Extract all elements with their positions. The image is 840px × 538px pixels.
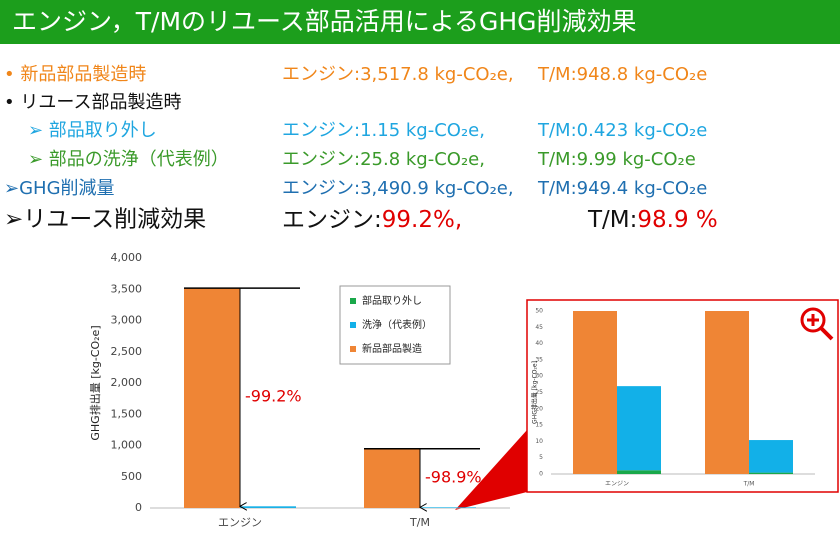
row-tm: T/M:949.4 kg-CO₂e <box>537 178 707 199</box>
y-tick-label: 2,500 <box>111 345 143 358</box>
x-tick-label: エンジン <box>605 481 629 488</box>
bars <box>573 311 793 474</box>
x-tick-label: T/M <box>409 516 430 529</box>
row-engine: エンジン:25.8 kg-CO₂e, <box>282 149 485 170</box>
row-label: ➢ 部品の洗浄（代表例） <box>28 149 229 170</box>
y-tick-label: 4,000 <box>111 251 143 264</box>
y-axis-label: GHG排出量 [kg-CO₂e] <box>88 325 102 440</box>
bar-segment <box>240 506 296 508</box>
y-tick-label: 5 <box>539 454 543 461</box>
y-tick-label: 0 <box>135 501 142 514</box>
row-label: • 新品部品製造時 <box>4 64 146 85</box>
row-label: ➢ 部品取り外し <box>28 120 157 141</box>
row-engine: エンジン:3,490.9 kg-CO₂e, <box>282 178 514 199</box>
y-tick-label: 40 <box>535 340 543 347</box>
bar-segment <box>749 440 793 473</box>
legend-swatch <box>350 298 356 304</box>
row-label: ➢GHG削減量 <box>4 178 115 199</box>
effect-engine-label: エンジン: <box>282 207 382 233</box>
y-tick-label: 0 <box>539 471 543 478</box>
y-tick-label: 500 <box>121 470 142 483</box>
bar <box>573 311 617 474</box>
row-tm: T/M:9.99 kg-CO₂e <box>537 149 696 170</box>
row-tm: T/M:0.423 kg-CO₂e <box>537 120 707 141</box>
slide-title: エンジン，T/Mのリユース部品活用によるGHG削減効果 <box>12 7 637 36</box>
y-tick-label: 2,000 <box>111 376 143 389</box>
bar-segment <box>617 386 661 471</box>
legend-box <box>339 285 451 365</box>
y-tick-label: 35 <box>535 356 543 363</box>
y-tick-label: 3,500 <box>111 282 143 295</box>
y-tick-label: 50 <box>535 308 543 315</box>
bar <box>184 288 240 508</box>
y-tick-label: 25 <box>535 389 543 396</box>
row-label: • リユース部品製造時 <box>4 92 181 113</box>
bar-segment <box>749 472 793 474</box>
legend-label: 部品取り外し <box>362 294 422 307</box>
title-bar <box>0 0 840 44</box>
annotation: -98.9% <box>425 468 482 487</box>
legend-label: 新品部品製造 <box>362 342 422 355</box>
row-engine: エンジン:3,517.8 kg-CO₂e, <box>282 64 514 85</box>
legend-swatch <box>350 346 356 352</box>
bar-segment <box>617 470 661 474</box>
effect-tm-value: 98.9 % <box>637 207 717 233</box>
legend-swatch <box>350 322 356 328</box>
effect-tm-label: T/M: <box>587 207 637 233</box>
annotation: -99.2% <box>245 387 302 406</box>
bars <box>184 288 476 508</box>
effect-tm: T/M:98.9 % <box>587 207 718 233</box>
row-engine: エンジン:1.15 kg-CO₂e, <box>282 120 485 141</box>
effect-engine: エンジン:99.2%, <box>282 207 462 233</box>
y-tick-label: 15 <box>535 422 543 429</box>
bar <box>364 448 420 508</box>
effect-engine-value: 99.2%, <box>382 207 462 233</box>
effect-label: ➢リユース削減効果 <box>4 207 206 233</box>
x-tick-label: T/M <box>743 481 755 488</box>
y-tick-label: 20 <box>535 405 543 412</box>
zoom-icon <box>800 307 834 341</box>
bar <box>705 311 749 474</box>
y-tick-label: 1,000 <box>111 439 143 452</box>
y-tick-label: 3,000 <box>111 314 143 327</box>
y-tick-label: 45 <box>535 324 543 331</box>
x-tick-label: エンジン <box>218 516 262 529</box>
bar-segment <box>420 507 476 508</box>
row-tm: T/M:948.8 kg-CO₂e <box>537 64 707 85</box>
y-tick-label: 1,500 <box>111 407 143 420</box>
y-tick-label: 10 <box>535 438 543 445</box>
legend-label: 洗浄（代表例） <box>362 318 432 331</box>
y-tick-label: 30 <box>535 373 543 380</box>
y-axis-label: GHG排出量 [kg-CO₂e] <box>531 361 539 424</box>
zoom-connector <box>455 430 527 510</box>
